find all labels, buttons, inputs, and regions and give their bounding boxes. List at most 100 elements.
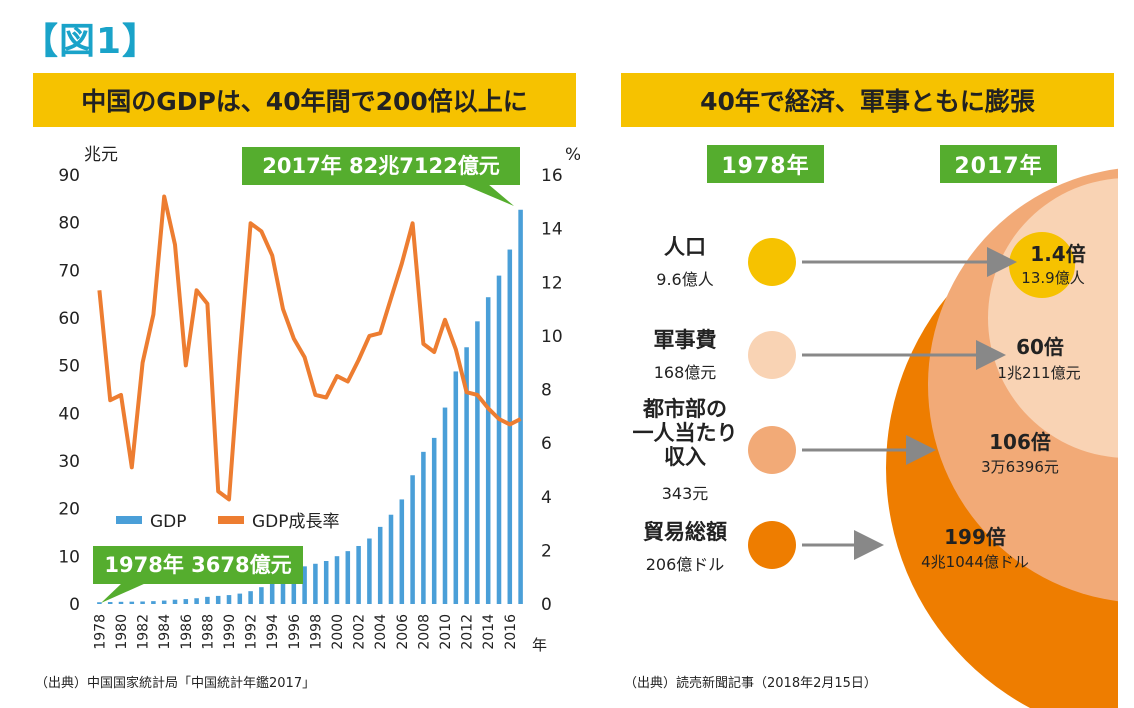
bar-gdp-2013 xyxy=(475,321,480,604)
bar-gdp-1999 xyxy=(323,561,329,604)
left-tick-label: 30 xyxy=(58,452,80,472)
x-tick-label: 1992 xyxy=(244,614,260,650)
dot-income xyxy=(748,426,796,474)
bar-gdp-1980 xyxy=(118,601,124,604)
bar-gdp-1992 xyxy=(248,591,253,604)
bar-gdp-2008 xyxy=(421,451,426,604)
year-tag-2017: 2017年 xyxy=(940,145,1057,183)
x-tick-label: 2006 xyxy=(395,614,411,650)
x-tick-label: 1986 xyxy=(179,614,195,650)
legend-swatch-gdp xyxy=(116,516,142,524)
bar-gdp-2010 xyxy=(442,407,448,604)
bar-gdp-1997 xyxy=(302,566,307,604)
right-tick-label: 16 xyxy=(541,166,563,186)
bar-gdp-1993 xyxy=(259,587,264,604)
result-income: 3万6396元 xyxy=(981,458,1059,476)
bar-gdp-2003 xyxy=(367,538,372,604)
label-trade: 貿易総額 xyxy=(643,520,727,544)
bar-gdp-1995 xyxy=(280,575,286,604)
bar-gdp-1990 xyxy=(226,595,232,604)
bar-gdp-2017 xyxy=(518,209,523,604)
left-tick-label: 60 xyxy=(58,309,80,329)
series-line-gdp-growth xyxy=(97,194,522,502)
ratio-military: 60倍 xyxy=(1016,335,1064,359)
bar-gdp-1989 xyxy=(215,595,221,604)
bar-gdp-1987 xyxy=(194,598,199,604)
bar-gdp-2014 xyxy=(485,297,491,604)
x-tick-label: 2016 xyxy=(503,614,519,650)
circle-population xyxy=(1009,232,1075,298)
right-tick-label: 12 xyxy=(541,273,563,293)
x-tick-label: 1990 xyxy=(222,614,238,650)
legend-swatch-growth xyxy=(218,516,244,524)
bar-gdp-1981 xyxy=(129,601,135,604)
label-income: 都市部の 一人当たり 収入 xyxy=(632,397,738,469)
bar-gdp-1984 xyxy=(161,600,167,604)
x-tick-label: 1978 xyxy=(92,614,108,650)
bar-gdp-2006 xyxy=(399,499,405,604)
result-military: 1兆211億元 xyxy=(997,364,1081,382)
x-tick-label: 2002 xyxy=(352,614,368,650)
bar-gdp-1978 xyxy=(97,602,102,604)
left-axis-unit: 兆元 xyxy=(84,145,118,165)
right-source: （出典）読売新聞記事（2018年2月15日） xyxy=(624,676,877,691)
value-military-1978: 168億元 xyxy=(653,363,717,382)
bar-gdp-2009 xyxy=(431,437,437,604)
bar-gdp-1998 xyxy=(313,563,318,604)
left-tick-label: 90 xyxy=(58,166,80,186)
x-tick-label: 1998 xyxy=(308,614,324,650)
bar-gdp-2011 xyxy=(453,371,459,604)
right-tick-label: 4 xyxy=(541,488,552,508)
bar-gdp-1988 xyxy=(205,596,210,604)
x-axis-unit: 年 xyxy=(532,636,547,654)
right-axis-unit: % xyxy=(565,145,580,165)
left-tick-label: 0 xyxy=(69,595,80,615)
ratio-trade: 199倍 xyxy=(944,525,1006,549)
callout-2017-text: 2017年 82兆7122億元 xyxy=(262,154,499,178)
x-tick-label: 2004 xyxy=(373,614,389,650)
x-tick-label: 1988 xyxy=(200,614,216,650)
bar-gdp-1986 xyxy=(183,599,189,604)
x-tick-label: 2000 xyxy=(330,614,346,650)
bar-gdp-1985 xyxy=(172,599,178,604)
value-trade-1978: 206億ドル xyxy=(645,555,725,574)
callout-2017: 2017年 82兆7122億元 xyxy=(242,147,520,206)
x-tick-label: 1996 xyxy=(287,614,303,650)
dot-trade xyxy=(748,521,796,569)
left-source: （出典）中国国家統計局「中国統計年鑑2017」 xyxy=(35,676,316,691)
x-tick-label: 1994 xyxy=(265,614,281,650)
callout-1978-text: 1978年 3678億元 xyxy=(104,553,291,577)
callout-1978: 1978年 3678億元 xyxy=(93,546,303,603)
value-income-1978: 343元 xyxy=(661,484,709,503)
bar-gdp-2016 xyxy=(507,249,513,604)
left-tick-label: 50 xyxy=(58,357,80,377)
dot-population xyxy=(748,238,796,286)
bar-gdp-1979 xyxy=(107,602,113,604)
bar-gdp-1991 xyxy=(237,593,243,604)
bar-gdp-1983 xyxy=(151,601,156,604)
result-trade: 4兆1044億ドル xyxy=(921,553,1029,571)
ratio-population: 1.4倍 xyxy=(1030,242,1086,266)
left-panel-banner: 中国のGDPは、40年間で200倍以上に xyxy=(33,73,576,127)
figure-label: 【図1】 xyxy=(22,21,160,62)
ratio-income: 106倍 xyxy=(989,430,1051,454)
value-population-1978: 9.6億人 xyxy=(656,270,714,289)
right-tick-label: 14 xyxy=(541,220,563,240)
left-tick-label: 40 xyxy=(58,404,80,424)
left-tick-label: 70 xyxy=(58,261,80,281)
right-tick-label: 2 xyxy=(541,541,552,561)
x-tick-label: 1980 xyxy=(114,614,130,650)
bar-gdp-1996 xyxy=(291,570,297,604)
bar-gdp-2005 xyxy=(388,514,394,604)
legend: GDP GDP成長率 xyxy=(116,512,340,532)
bar-gdp-1982 xyxy=(140,601,145,604)
right-tick-label: 8 xyxy=(541,381,552,401)
label-military: 軍事費 xyxy=(653,328,717,352)
bar-gdp-1994 xyxy=(269,581,275,604)
dot-military xyxy=(748,331,796,379)
x-tick-label: 2008 xyxy=(416,614,432,650)
x-tick-label: 2010 xyxy=(438,614,454,650)
x-tick-label: 1982 xyxy=(136,614,152,650)
left-tick-label: 80 xyxy=(58,214,80,234)
